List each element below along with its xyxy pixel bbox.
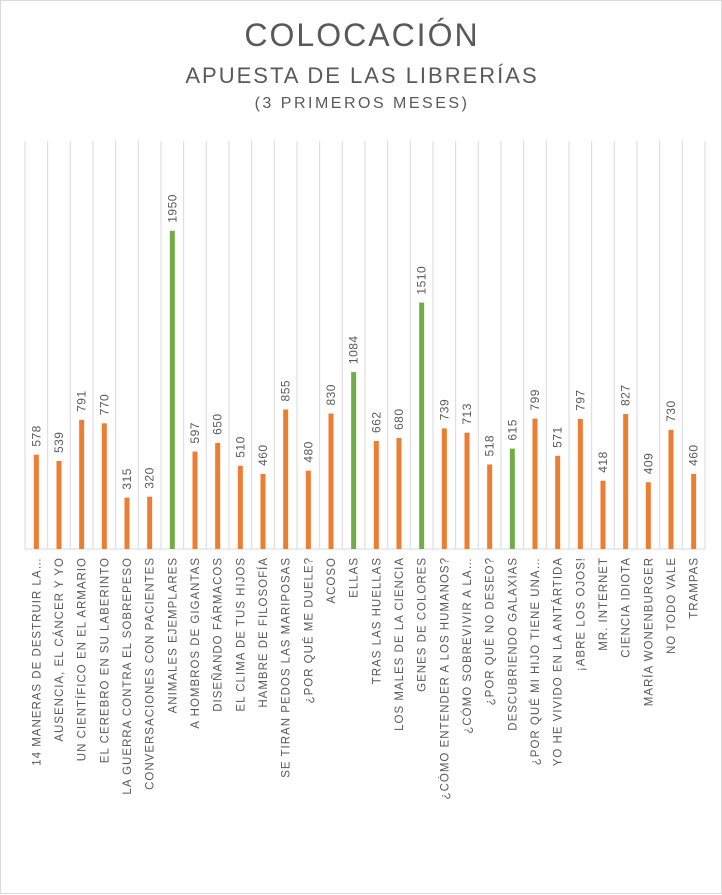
data-label: 855 [279,380,293,402]
category-label: ¿POR QUÉ NO DESEO? [484,557,497,705]
bar [33,454,39,549]
data-label: 650 [211,413,225,435]
data-label: 320 [143,467,157,489]
bar [328,413,334,549]
category-label: DISEÑANDO FÁRMACOS [212,557,225,712]
data-label: 571 [551,426,565,448]
bar [56,461,62,549]
bar [623,414,629,549]
bars [33,230,697,549]
category-label: AUSENCIA, EL CÁNCER Y YO [53,557,66,742]
bar [487,464,493,549]
category-label: A HOMBROS DE GIGANTAS [190,557,202,729]
data-label: 680 [392,408,406,430]
data-label: 1950 [165,194,179,223]
bar [101,423,107,549]
bar [305,470,311,549]
category-label: HAMBRE DE FILOSOFÍA [257,557,270,708]
category-label: MARÍA WONENBURGER [642,557,655,706]
data-label: 797 [573,389,587,411]
data-label: 315 [120,468,134,490]
category-label: DESCUBRIENDO GALAXIAS [507,557,519,731]
bar [260,473,266,549]
category-label: CIENCIA IDIOTA [621,557,633,658]
data-labels: 578 539 791 770 315 320 1950 597 650 510 460 855 480… [29,194,700,490]
category-label: MR. INTERNET [598,557,610,651]
bar [79,419,85,549]
bar [509,448,515,549]
data-label: 578 [29,425,43,447]
data-label: 799 [528,389,542,411]
gridlines [24,141,706,550]
category-label: ¿CÓMO SOBREVIVIR A LA… [461,557,474,734]
data-label: 713 [460,403,474,425]
category-label: ¡ABRE LOS OJOS! [575,557,587,671]
category-label: NO TODO VALE [666,557,678,654]
bar [577,418,583,549]
category-label: LOS MALES DE LA CIENCIA [394,557,406,731]
data-label: 770 [97,394,111,416]
data-label: 409 [641,453,655,475]
data-label: 830 [324,384,338,406]
bar [169,230,175,549]
data-label: 539 [52,432,66,454]
data-label: 418 [596,451,610,473]
bar [464,432,470,549]
chart-title: COLOCACIÓN [244,17,480,53]
category-label: CONVERSACIONES CON PACIENTES [145,557,157,790]
bar [441,428,447,549]
category-labels: 14 MANERAS DE DESTRUIR LA… AUSENCIA, EL C… [31,557,700,799]
bar [283,409,289,549]
category-label: ¿CÓMO ENTENDER A LOS HUMANOS? [438,557,451,799]
bar [668,429,674,549]
bar [192,451,198,549]
bar [351,372,357,549]
category-label: GENES DE COLORES [417,557,429,692]
data-label: 662 [369,411,383,433]
data-label: 791 [75,390,89,412]
category-label: YO HE VIVIDO EN LA ANTÁRTIDA [552,557,565,766]
bar [691,473,697,549]
data-label: 1510 [415,266,429,295]
bar [645,482,651,549]
data-label: 615 [505,419,519,441]
category-label: SE TIRAN PEDOS LAS MARIPOSAS [281,557,293,778]
chart-subtitle: APUESTA DE LAS LIBRERÍAS [185,63,539,88]
category-label: ¿POR QUÉ MI HIJO TIENE UNA… [529,557,542,765]
data-label: 597 [188,422,202,444]
data-label: 827 [619,385,633,407]
data-label: 1084 [347,335,361,364]
category-label: LA GUERRA CONTRA EL SOBREPESO [122,557,134,795]
category-label: ¿POR QUÉ ME DUELE? [302,557,315,703]
bar [600,480,606,549]
bar [237,465,243,549]
bar [147,496,153,549]
category-label: 14 MANERAS DE DESTRUIR LA… [31,557,43,766]
bar [373,440,379,549]
category-label: ANIMALES EJEMPLARES [167,557,179,713]
category-label: UN CIENTÍFICO EN EL ARMARIO [76,557,89,761]
data-label: 460 [256,444,270,466]
chart-subtitle-period: (3 PRIMEROS MESES) [254,95,470,112]
data-label: 739 [437,399,451,421]
category-label: TRAMPAS [689,557,701,619]
data-label: 480 [301,441,315,463]
data-label: 510 [233,436,247,458]
category-label: EL CEREBRO EN SU LABERINTO [99,557,111,763]
data-label: 730 [664,400,678,422]
category-label: TRAS LAS HUELLAS [371,557,383,684]
data-label: 460 [687,444,701,466]
data-label: 518 [483,435,497,457]
bar [419,302,425,549]
bar [555,455,561,549]
category-label: ACOSO [326,557,338,604]
category-label: ELLAS [349,557,361,598]
bar [215,442,221,549]
bar [532,418,538,549]
bar [124,497,130,549]
category-label: EL CLIMA DE TUS HIJOS [235,557,247,712]
bar [396,438,402,549]
